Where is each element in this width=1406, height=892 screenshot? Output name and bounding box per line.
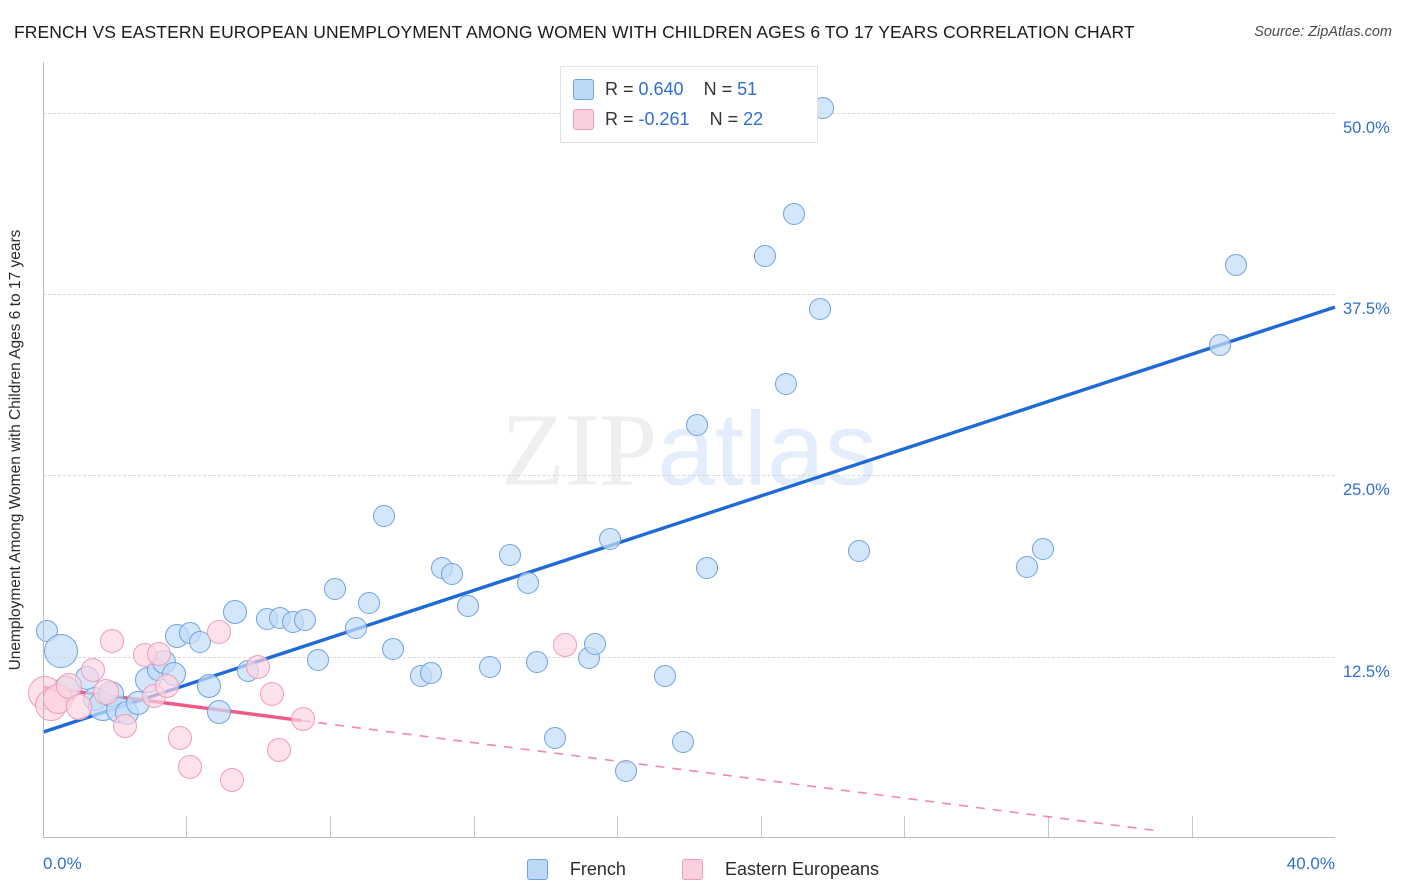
scatter-point[interactable] (223, 599, 248, 624)
scatter-point[interactable] (345, 616, 368, 639)
scatter-point[interactable] (197, 673, 222, 698)
scatter-point[interactable] (615, 760, 637, 783)
x-tick-mark (904, 816, 906, 838)
scatter-point[interactable] (188, 631, 211, 654)
scatter-point[interactable] (293, 609, 316, 632)
scatter-point[interactable] (1225, 254, 1248, 277)
scatter-point[interactable] (695, 557, 718, 580)
scatter-point[interactable] (92, 678, 119, 705)
legend-french-label: French (569, 859, 626, 879)
scatter-point[interactable] (498, 544, 521, 567)
scatter-point[interactable] (260, 682, 285, 707)
scatter-point[interactable] (147, 641, 172, 666)
scatter-point[interactable] (1015, 555, 1038, 578)
legend-french-swatch-icon (526, 859, 548, 880)
x-tick-mark (617, 816, 619, 838)
y-tick-label: 50.0% (1343, 118, 1390, 137)
scatter-point[interactable] (516, 571, 539, 594)
scatter-point[interactable] (479, 655, 502, 678)
x-tick-label: 40.0% (1286, 854, 1335, 873)
scatter-point[interactable] (177, 754, 202, 779)
correlation-stats-box: R = 0.640 N = 51 R = -0.261 N = 22 (560, 66, 818, 143)
legend-item-french[interactable]: French (526, 859, 626, 880)
source-label: Source: ZipAtlas.com (1254, 24, 1392, 40)
scatter-point[interactable] (808, 297, 831, 320)
scatter-point[interactable] (372, 504, 395, 527)
eastern-r-label: R = (605, 108, 634, 129)
scatter-point[interactable] (100, 628, 125, 653)
eastern-r-value: -0.261 (638, 108, 690, 129)
scatter-point[interactable] (291, 707, 315, 732)
scatter-point[interactable] (324, 577, 347, 600)
scatter-point[interactable] (266, 737, 291, 762)
scatter-point[interactable] (382, 638, 405, 661)
french-r-value: 0.640 (638, 78, 684, 99)
x-tick-label: 0.0% (43, 854, 82, 873)
french-n-value: 51 (737, 78, 758, 99)
french-n-label: N = (703, 78, 733, 99)
gridline-y (43, 656, 1335, 658)
scatter-point[interactable] (543, 726, 566, 749)
trendline-extrapolation-eastern-europeans (301, 719, 1158, 832)
y-tick-label: 37.5% (1343, 300, 1390, 319)
y-axis-line (43, 62, 44, 838)
scatter-point[interactable] (774, 373, 797, 395)
scatter-point[interactable] (168, 725, 193, 750)
scatter-point[interactable] (358, 592, 381, 615)
trend-lines (42, 305, 1336, 832)
scatter-point[interactable] (65, 694, 92, 721)
scatter-point[interactable] (847, 539, 870, 562)
scatter-point[interactable] (419, 661, 442, 684)
scatter-point[interactable] (686, 413, 709, 436)
x-tick-mark (186, 816, 188, 838)
scatter-point[interactable] (245, 654, 270, 679)
x-axis-line (43, 837, 1335, 838)
legend-item-eastern-europeans[interactable]: Eastern Europeans (681, 859, 880, 880)
scatter-point[interactable] (584, 632, 607, 655)
stat-row-eastern: R = -0.261 N = 22 (573, 104, 807, 134)
x-tick-mark (473, 816, 475, 838)
scatter-point[interactable] (81, 657, 106, 682)
y-tick-label: 25.0% (1343, 481, 1390, 500)
eastern-swatch-icon (573, 108, 594, 130)
eastern-n-label: N = (709, 108, 739, 129)
series-legend: French Eastern Europeans (0, 859, 1406, 880)
scatter-point[interactable] (219, 767, 244, 792)
scatter-point[interactable] (753, 245, 776, 268)
french-r-label: R = (605, 78, 634, 99)
stat-row-french: R = 0.640 N = 51 (573, 74, 807, 104)
scatter-point[interactable] (671, 731, 694, 754)
y-axis-title: Unemployment Among Women with Children A… (7, 229, 24, 671)
scatter-point[interactable] (552, 633, 577, 658)
scatter-point[interactable] (306, 648, 329, 671)
scatter-point[interactable] (782, 203, 805, 226)
scatter-point[interactable] (43, 633, 78, 668)
x-tick-mark (330, 816, 332, 838)
scatter-point[interactable] (207, 699, 232, 724)
x-tick-mark (1047, 816, 1049, 838)
gridline-y (43, 475, 1335, 477)
scatter-point[interactable] (155, 673, 180, 698)
y-tick-label: 12.5% (1343, 662, 1390, 681)
scatter-point[interactable] (456, 594, 479, 617)
eastern-n-value: 22 (743, 108, 764, 129)
scatter-point[interactable] (113, 714, 138, 739)
x-tick-mark (1191, 816, 1193, 838)
gridline-y (43, 294, 1335, 296)
scatter-point[interactable] (598, 528, 621, 551)
french-swatch-icon (573, 78, 594, 100)
scatter-point[interactable] (526, 651, 549, 674)
chart-title: FRENCH VS EASTERN EUROPEAN UNEMPLOYMENT … (14, 22, 1135, 42)
legend-eastern-swatch-icon (681, 859, 703, 880)
scatter-point[interactable] (207, 620, 232, 645)
scatter-point[interactable] (653, 664, 676, 687)
scatter-point[interactable] (1031, 538, 1054, 561)
scatter-point[interactable] (440, 563, 463, 585)
legend-eastern-label: Eastern Europeans (724, 859, 880, 879)
plot-area: ZIPatlas Unemployment Among Women with C… (7, 62, 1390, 873)
x-tick-mark (760, 816, 762, 838)
scatter-point[interactable] (1209, 333, 1232, 356)
